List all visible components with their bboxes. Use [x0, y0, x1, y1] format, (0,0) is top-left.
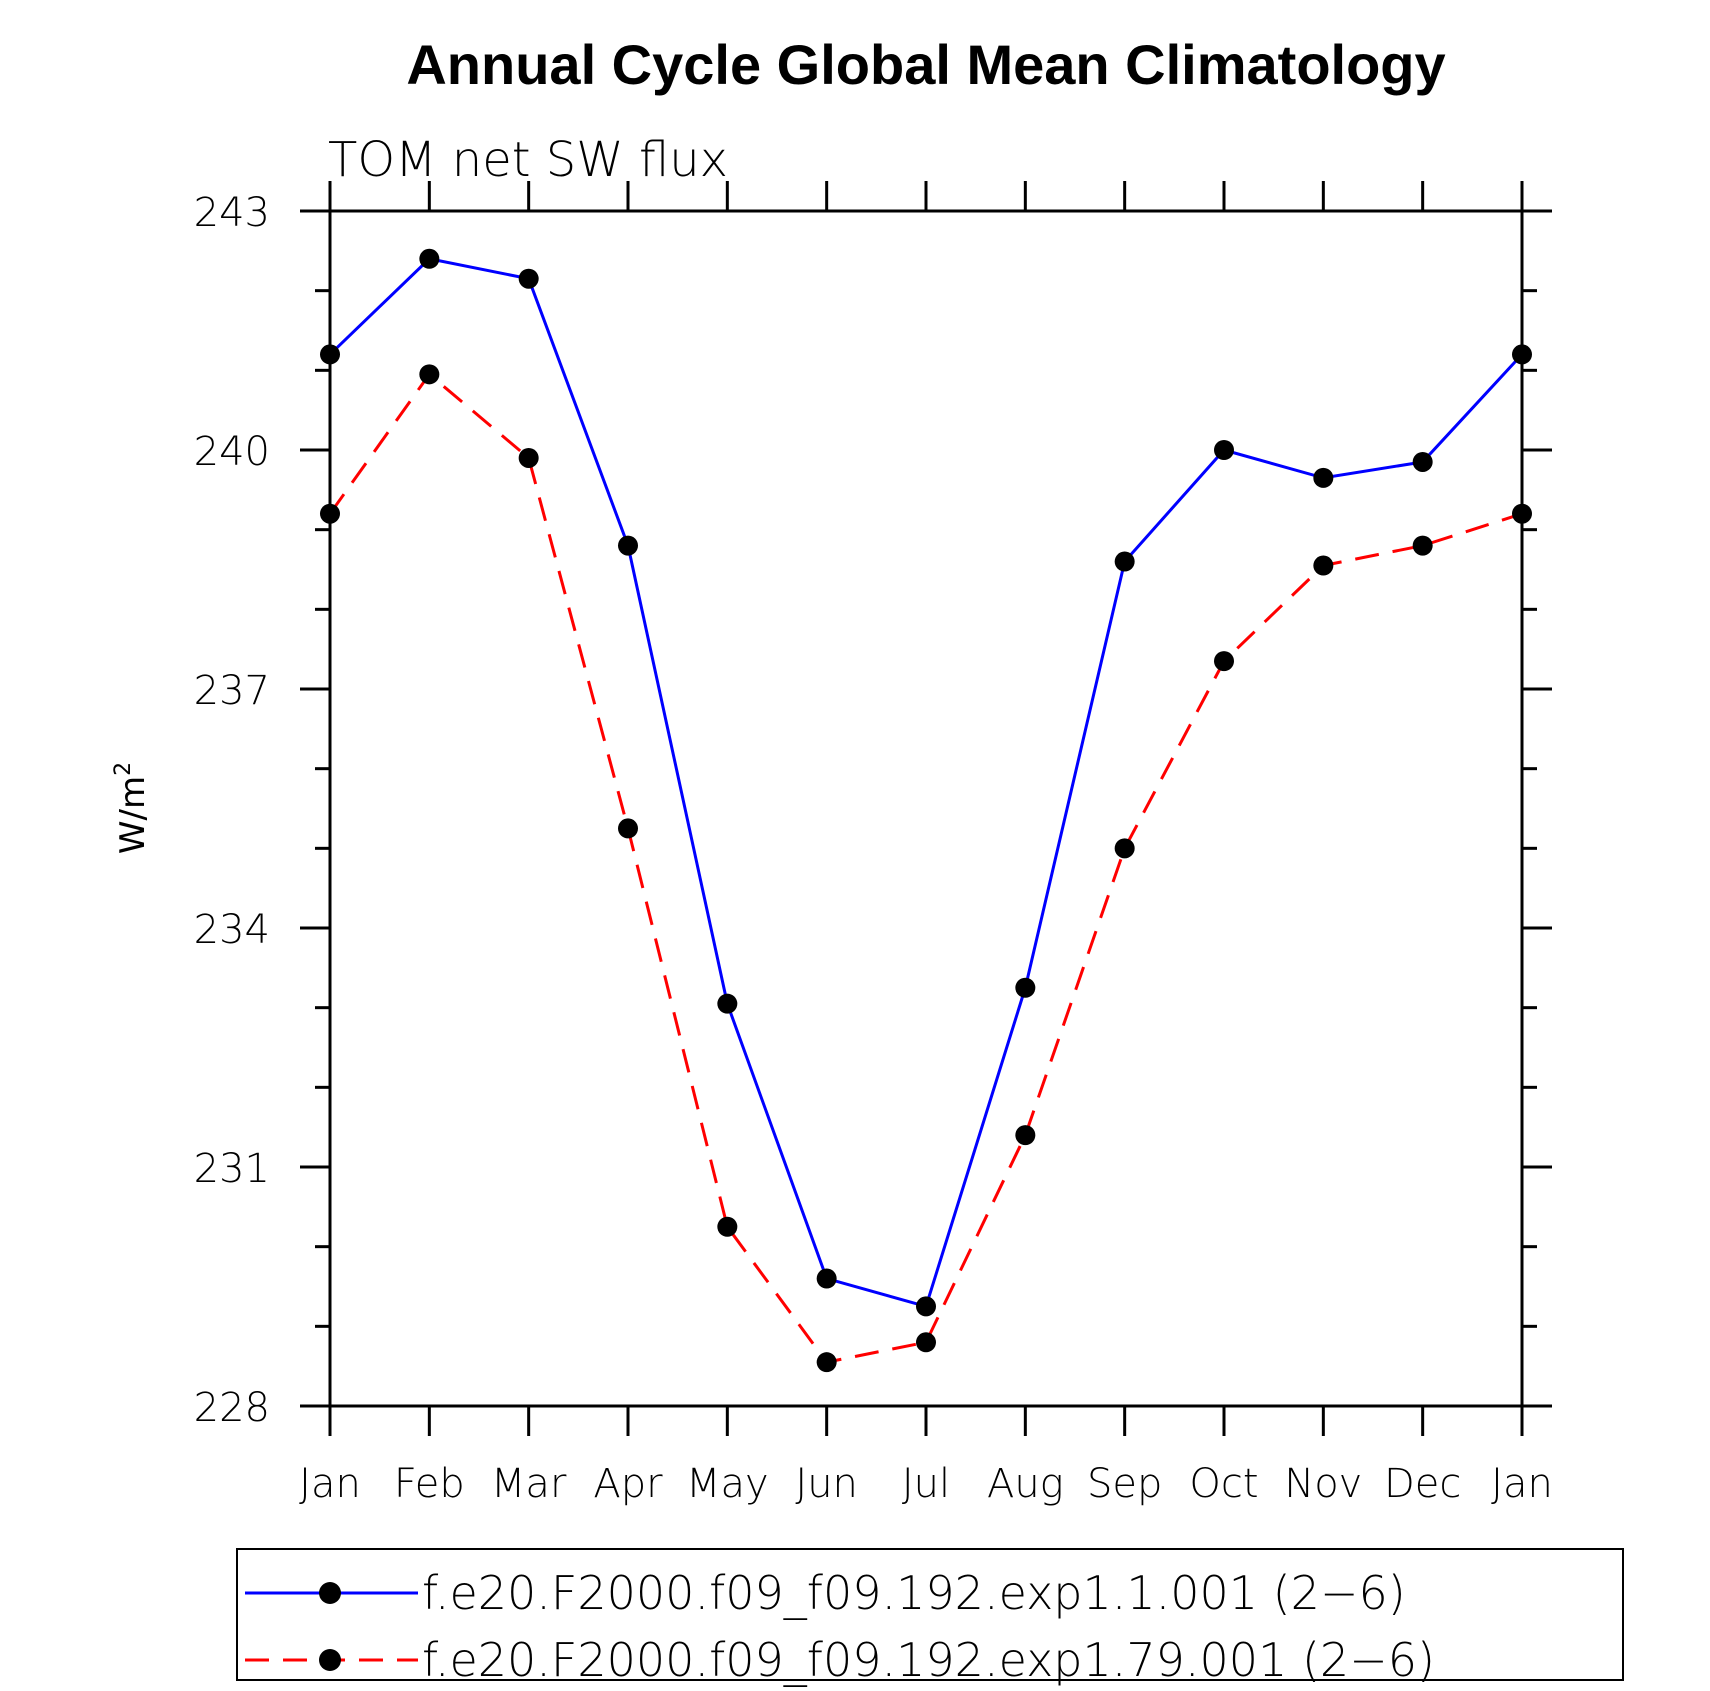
series-2-point — [419, 364, 440, 385]
series-2-point — [618, 818, 638, 839]
y-tick-label: 240 — [194, 429, 270, 475]
y-tick-label: 237 — [194, 668, 270, 714]
x-tick-label: Nov — [1284, 1461, 1362, 1507]
series-2-point — [320, 503, 340, 524]
series-1-point — [816, 1268, 837, 1289]
y-axis-label-text: W/m — [113, 776, 153, 854]
x-tick-label: Feb — [394, 1461, 465, 1507]
series-line-2 — [328, 372, 1523, 1364]
y-axis-label: W/m2 — [111, 762, 153, 854]
series-1-point — [1313, 467, 1334, 488]
y-tick-label: 231 — [194, 1146, 270, 1192]
series-2-point — [518, 447, 539, 468]
series-2-point — [717, 1216, 738, 1237]
series-1-point — [1512, 344, 1532, 365]
chart-title: Annual Cycle Global Mean Climatology — [406, 33, 1445, 96]
x-tick-label: Dec — [1384, 1461, 1461, 1507]
series-1-point — [1015, 977, 1036, 998]
plot-frame — [328, 209, 1524, 1408]
series-2-point — [916, 1332, 936, 1353]
legend: f.e20.F2000.f09_f09.192.exp1.1.001 (2−6)… — [236, 1548, 1624, 1687]
legend-box — [236, 1548, 1624, 1681]
series-1-point — [518, 268, 539, 289]
series-2-point — [816, 1352, 837, 1373]
legend-label-1: f.e20.F2000.f09_f09.192.exp1.1.001 (2−6) — [422, 1566, 1406, 1620]
y-tick-label: 243 — [194, 190, 270, 236]
series-1-point — [419, 248, 440, 269]
legend-marker-2 — [319, 1649, 341, 1671]
series-1-point — [618, 535, 638, 556]
series-2-point — [1015, 1125, 1036, 1146]
y-axis-label-superscript: 2 — [111, 762, 136, 776]
series-group — [320, 248, 1532, 1373]
y-tick-label: 234 — [194, 907, 270, 953]
series-line-1 — [328, 257, 1524, 1309]
series-1-point — [916, 1296, 936, 1317]
series-2-point — [1214, 651, 1234, 672]
series-2-point — [1313, 555, 1334, 576]
x-tick-label: Jun — [795, 1461, 858, 1507]
series-1-point — [1412, 451, 1433, 472]
series-1-point — [320, 344, 340, 365]
legend-label-2: f.e20.F2000.f09_f09.192.exp1.79.001 (2−6… — [422, 1633, 1435, 1687]
y-tick-label: 228 — [194, 1385, 270, 1431]
series-1-point — [1114, 551, 1135, 572]
x-axis-ticks: Jan Feb Mar Apr May Jun Jul Aug Sep Oct Nov Dec Jan — [299, 181, 1553, 1507]
legend-marker-1 — [319, 1582, 341, 1604]
series-1-point — [1214, 440, 1234, 460]
x-tick-label: Jan — [1491, 1461, 1553, 1507]
x-tick-label: Jul — [902, 1461, 950, 1507]
series-2-point — [1512, 503, 1532, 524]
series-1-point — [717, 993, 738, 1014]
x-tick-label: Jan — [299, 1461, 361, 1507]
series-2-point — [1114, 838, 1135, 859]
x-tick-label: Oct — [1189, 1461, 1258, 1507]
x-tick-label: Mar — [491, 1461, 567, 1507]
y-axis-ticks: 228 231 234 237 240 243 — [194, 190, 1552, 1431]
x-tick-label: Apr — [593, 1461, 663, 1507]
x-tick-label: May — [686, 1461, 769, 1507]
series-2-point — [1412, 535, 1433, 556]
x-tick-label: Aug — [987, 1461, 1064, 1507]
chart-subtitle: TOM net SW flux — [328, 132, 728, 188]
x-tick-label: Sep — [1087, 1461, 1162, 1507]
